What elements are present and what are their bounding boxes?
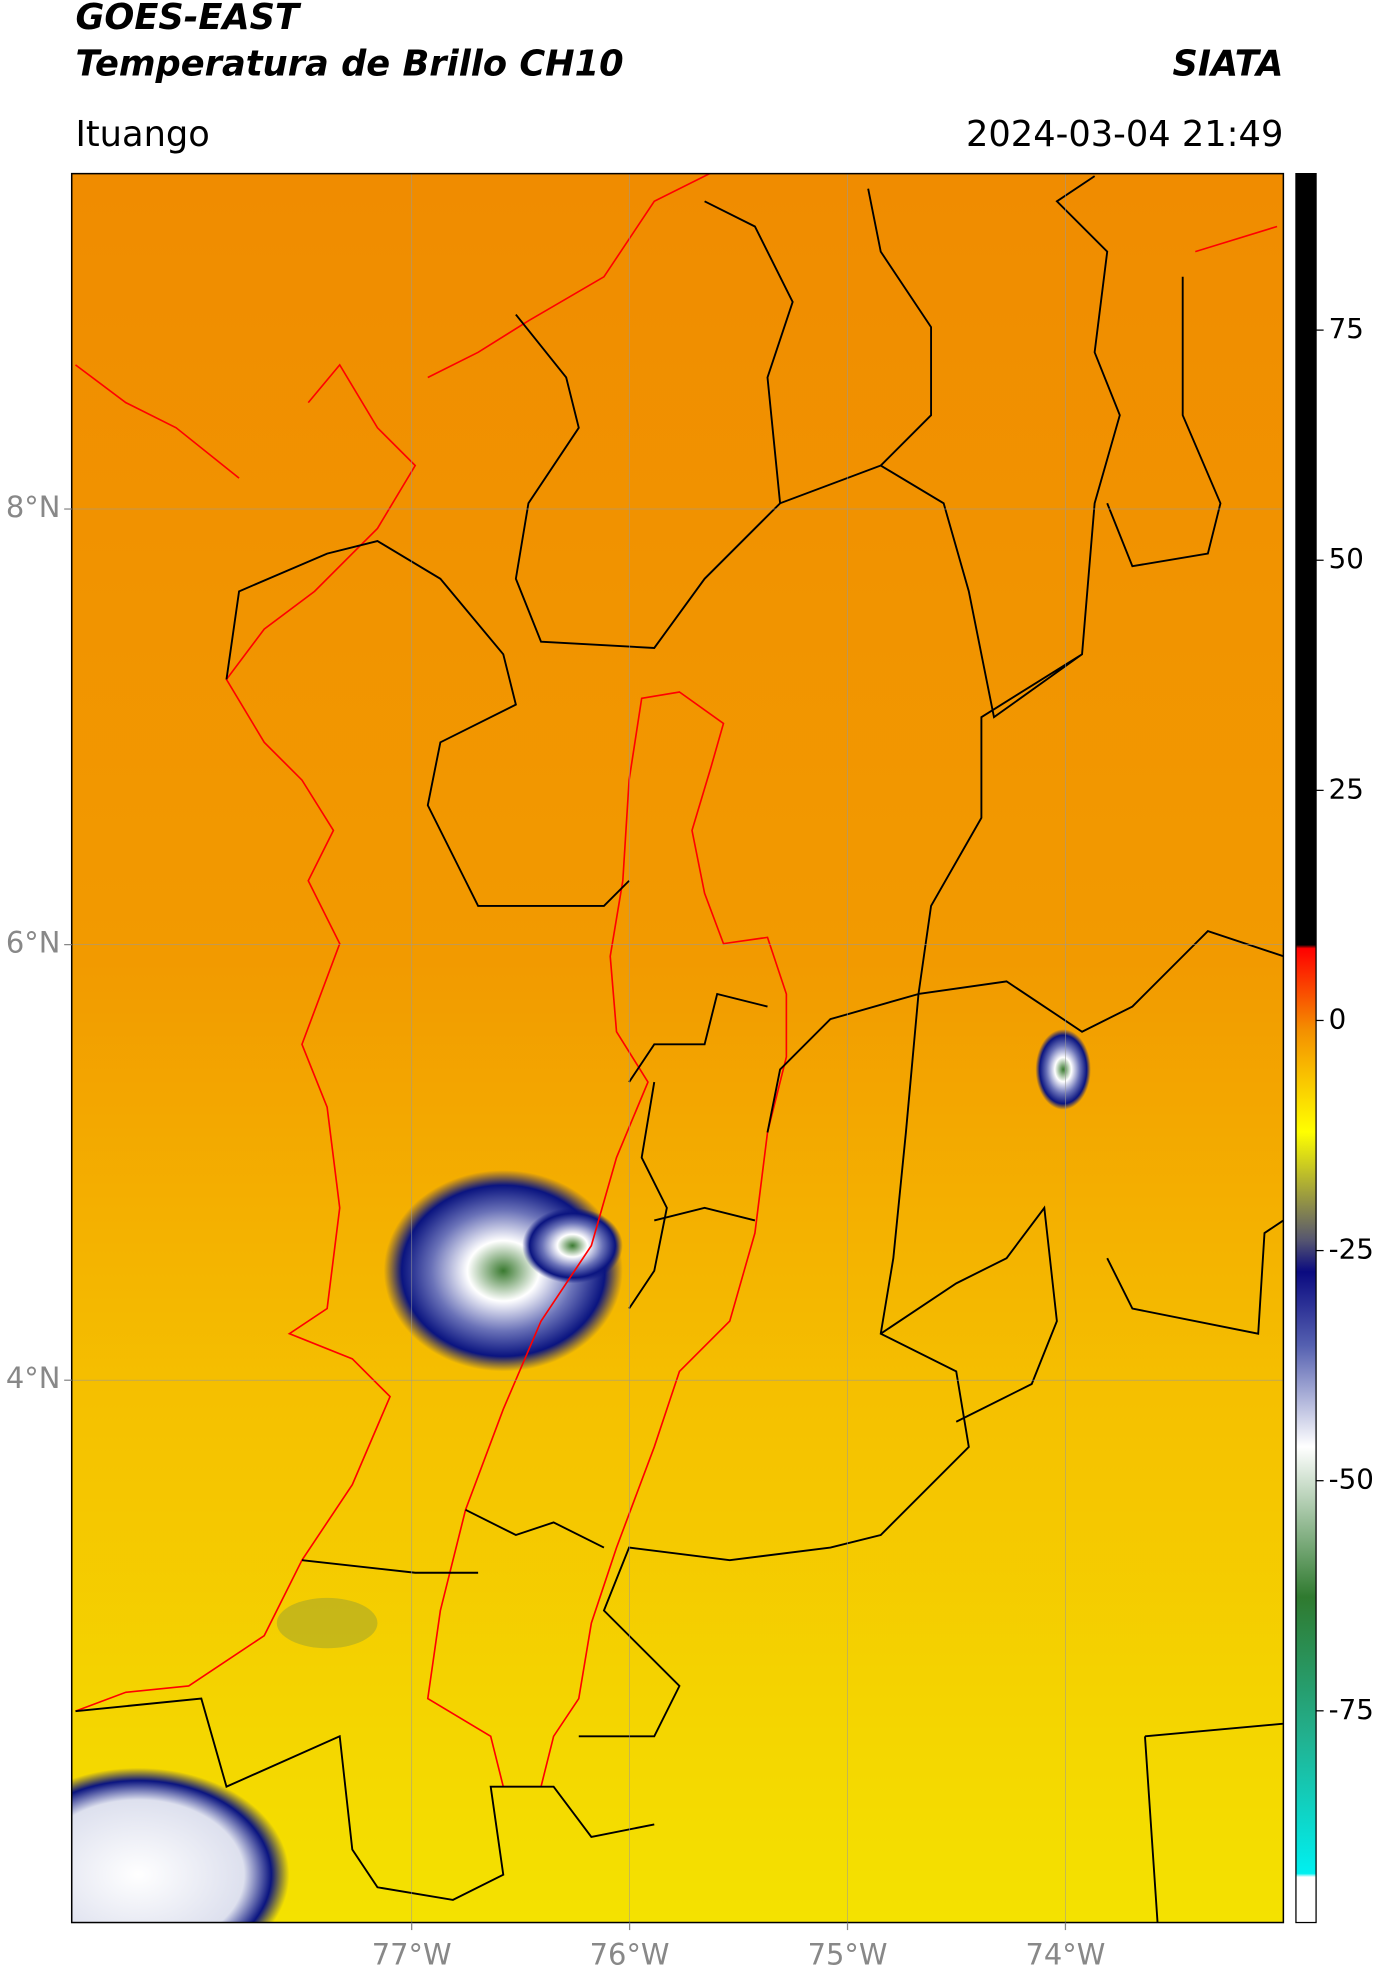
colorbar-tick-label: 75 xyxy=(1329,312,1364,345)
cloud xyxy=(522,1207,623,1284)
cloud xyxy=(71,1767,290,1923)
map-area xyxy=(71,173,1284,1923)
y-tick-label: 6°N xyxy=(6,926,61,960)
map-background xyxy=(71,173,1284,1923)
colorbar-tick-label: 50 xyxy=(1329,542,1364,575)
x-tick-label: 76°W xyxy=(590,1938,670,1972)
basin-boundary xyxy=(426,691,788,1788)
x-tick-label: 74°W xyxy=(1026,1938,1106,1972)
y-tick-label: 4°N xyxy=(6,1361,61,1395)
region: Ituango xyxy=(75,114,209,155)
cloud xyxy=(276,1597,378,1649)
cloud xyxy=(1035,1029,1091,1110)
colorbar-tick-label: -50 xyxy=(1329,1463,1374,1496)
title: GOES-EAST xyxy=(75,0,302,38)
ticks: 77°W 76°W 75°W 74°W 8°N 6°N 4°N 75 50 25 0 -25 -50 -7… xyxy=(6,312,1374,1971)
coastline xyxy=(75,173,1278,1712)
subtitle: Temperatura de Brillo CH10 xyxy=(75,43,623,84)
colorbar-tick-label: -25 xyxy=(1329,1233,1374,1266)
map-frame xyxy=(70,172,1285,1924)
colorbar-tick-label: 0 xyxy=(1329,1002,1347,1035)
admin-border xyxy=(75,175,1284,1923)
source: SIATA xyxy=(1172,43,1283,84)
colorbar-tick-label: -75 xyxy=(1329,1693,1374,1726)
y-tick-label: 8°N xyxy=(6,490,61,524)
x-tick-label: 75°W xyxy=(808,1938,888,1972)
colorbar xyxy=(1295,173,1317,1924)
colorbar-tick-label: 25 xyxy=(1329,772,1364,805)
x-tick-label: 77°W xyxy=(372,1938,452,1972)
datetime: 2024-03-04 21:49 xyxy=(966,114,1283,155)
grid xyxy=(71,173,1284,1923)
